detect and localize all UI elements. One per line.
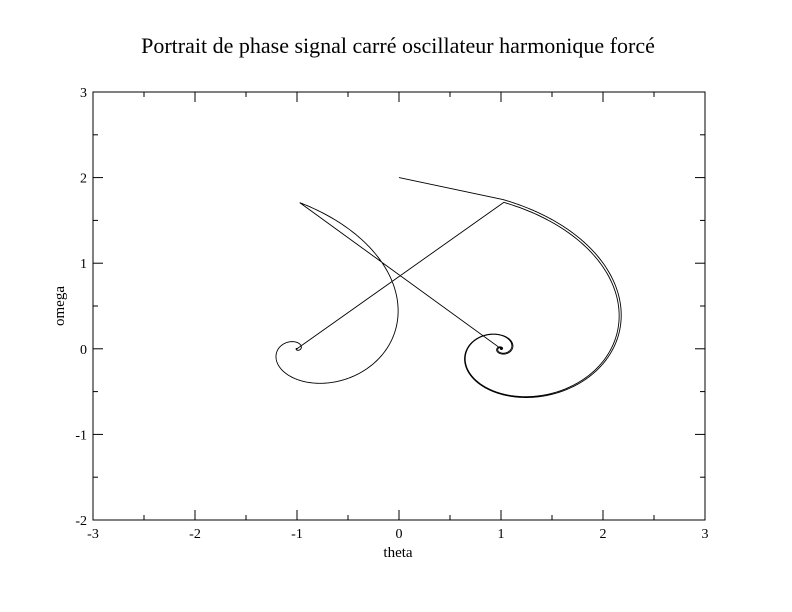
y-tick-label: -2 [75,514,87,529]
x-tick-label: -2 [189,527,201,542]
x-axis-label: theta [383,545,412,561]
y-tick-label: 3 [80,86,87,101]
trajectory-line [275,177,622,398]
x-tick-label: 0 [396,527,403,542]
x-tick-label: 3 [702,527,709,542]
y-tick-labels: -2 -1 0 1 2 3 [75,86,87,529]
x-tick-label: -3 [87,527,99,542]
y-tick-label: 1 [80,257,87,272]
x-tick-label: 2 [600,527,607,542]
y-axis-label: omega [52,286,68,326]
plot-frame [92,91,706,521]
y-tick-label: 2 [80,172,87,187]
axis-ticks [92,91,706,521]
y-tick-label: 0 [80,343,87,358]
chart-title: Portrait de phase signal carré oscillate… [141,33,655,58]
y-tick-label: -1 [75,428,87,443]
x-tick-label: -1 [291,527,303,542]
x-tick-label: 1 [498,527,505,542]
x-tick-labels: -3 -2 -1 0 1 2 3 [87,527,708,542]
